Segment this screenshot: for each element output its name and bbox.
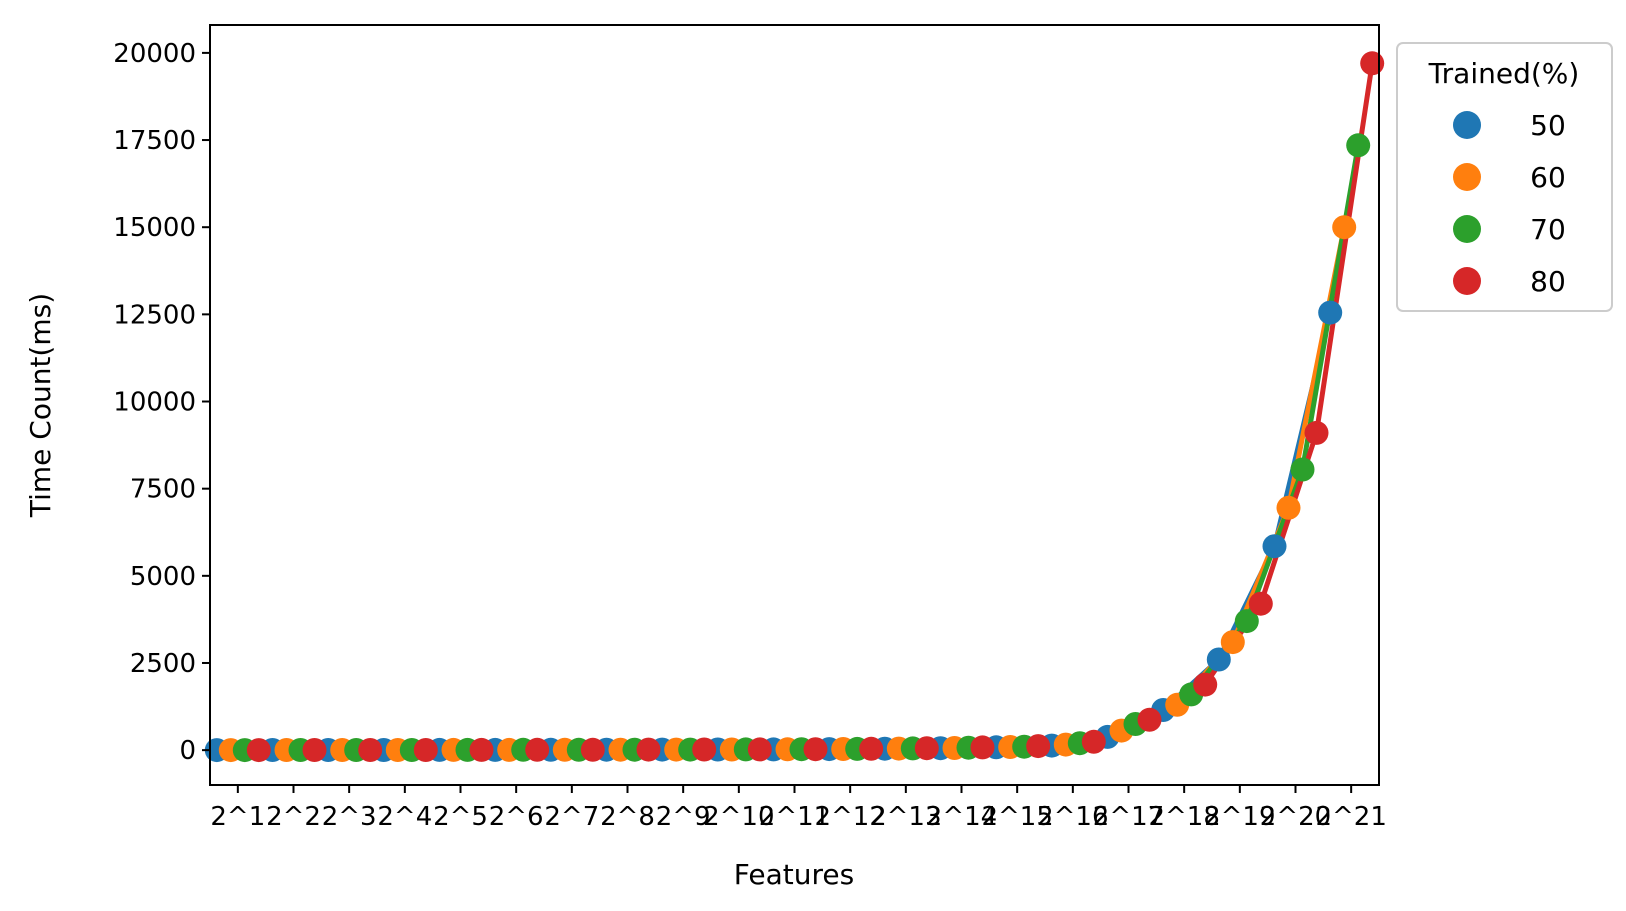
data-point-80 <box>692 737 717 762</box>
x-tick-label: 2^8 <box>600 802 655 832</box>
x-tick-label: 2^14 <box>926 802 997 832</box>
legend-marker-50 <box>1453 111 1481 139</box>
data-point-80 <box>747 737 772 762</box>
x-axis: 2^1 2^2 2^3 2^4 2^5 2^6 2^7 2^8 2^92^102^112^122… <box>210 785 1387 832</box>
x-tick-label: 2^1 <box>210 802 265 832</box>
series-points <box>204 51 1385 763</box>
data-point-80 <box>1304 420 1329 445</box>
legend-label: 50 <box>1530 109 1566 142</box>
y-tick-label: 15000 <box>113 213 196 243</box>
series-line-80 <box>258 62 1375 753</box>
data-point-80 <box>636 737 661 762</box>
x-tick-label: 2^12 <box>814 802 885 832</box>
data-point-80 <box>580 737 605 762</box>
data-point-70 <box>1346 133 1371 158</box>
legend-box <box>1396 42 1613 312</box>
y-tick-label: 5000 <box>130 562 196 592</box>
data-point-80 <box>970 735 995 760</box>
x-axis-label: Features <box>734 858 854 891</box>
y-tick-label: 0 <box>179 736 196 766</box>
x-tick-label: 2^3 <box>322 802 377 832</box>
data-point-80 <box>859 736 884 761</box>
data-point-80 <box>1137 707 1162 732</box>
data-point-80 <box>246 738 271 763</box>
x-tick-label: 2^13 <box>870 802 941 832</box>
data-point-60 <box>1332 215 1357 240</box>
y-axis-label: Time Count(ms) <box>24 293 57 518</box>
legend-label: 70 <box>1530 213 1566 246</box>
legend-marker-80 <box>1453 267 1481 295</box>
x-tick-label: 2^19 <box>1204 802 1275 832</box>
data-point-80 <box>1081 729 1106 754</box>
y-tick-label: 17500 <box>113 126 196 156</box>
data-point-60 <box>1276 495 1301 520</box>
y-tick-label: 7500 <box>130 475 196 505</box>
legend-label: 80 <box>1530 265 1566 298</box>
x-tick-label: 2^20 <box>1260 802 1331 832</box>
data-point-60 <box>1220 630 1245 655</box>
data-point-80 <box>525 737 550 762</box>
x-tick-label: 2^18 <box>1148 802 1219 832</box>
x-tick-label: 2^6 <box>489 802 544 832</box>
data-point-80 <box>1360 51 1385 76</box>
data-point-80 <box>469 737 494 762</box>
data-point-80 <box>803 737 828 762</box>
x-tick-label: 2^7 <box>544 802 599 832</box>
x-tick-label: 2^17 <box>1093 802 1164 832</box>
x-tick-label: 2^16 <box>1037 802 1108 832</box>
data-point-50 <box>1206 647 1231 672</box>
data-point-80 <box>1026 734 1051 759</box>
legend-marker-60 <box>1453 163 1481 191</box>
x-tick-label: 2^5 <box>433 802 488 832</box>
legend-marker-70 <box>1453 215 1481 243</box>
y-axis: 0 2500 5000 7500 10000 12500 15000 17500 20000 <box>113 39 210 766</box>
y-tick-label: 12500 <box>113 300 196 330</box>
x-tick-label: 2^15 <box>981 802 1052 832</box>
y-tick-label: 20000 <box>113 39 196 69</box>
x-tick-label: 2^11 <box>759 802 830 832</box>
series-line-70 <box>244 144 1361 753</box>
y-tick-label: 2500 <box>130 649 196 679</box>
data-point-80 <box>358 738 383 762</box>
data-point-80 <box>413 738 438 762</box>
series-line-50 <box>216 312 1333 753</box>
x-tick-label: 2^2 <box>266 802 321 832</box>
data-point-50 <box>1262 534 1287 559</box>
data-point-80 <box>914 736 939 761</box>
x-tick-label: 2^9 <box>656 802 711 832</box>
data-point-80 <box>1193 672 1218 697</box>
legend-title: Trained(%) <box>1428 57 1580 90</box>
legend-label: 60 <box>1530 161 1566 194</box>
legend: Trained(%) 50 60 70 80 <box>1396 42 1613 312</box>
x-tick-label: 2^10 <box>703 802 774 832</box>
series-lines <box>216 62 1375 753</box>
data-point-80 <box>1248 591 1273 616</box>
x-tick-label: 2^4 <box>377 802 432 832</box>
series-line-60 <box>230 226 1347 753</box>
y-tick-label: 10000 <box>113 388 196 418</box>
data-point-70 <box>1234 609 1259 634</box>
data-point-80 <box>302 738 327 762</box>
x-tick-label: 2^21 <box>1315 802 1386 832</box>
data-point-50 <box>1318 300 1343 325</box>
data-point-70 <box>1290 457 1315 482</box>
